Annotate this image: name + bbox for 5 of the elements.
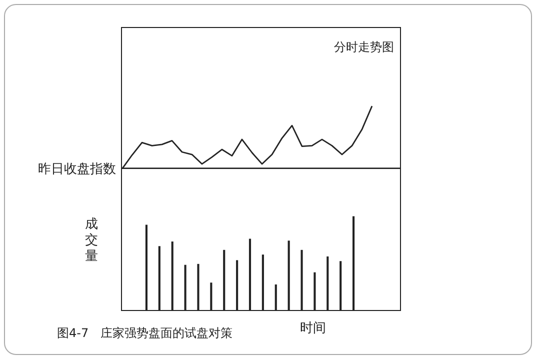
ref-line-label: 昨日收盘指数 — [38, 161, 116, 178]
y-axis-title: 成交量 — [85, 217, 99, 265]
chart-title: 分时走势图 — [334, 39, 394, 56]
caption: 图4-7 庄家强势盘面的试盘对策 — [57, 325, 233, 342]
x-axis-title: 时间 — [300, 320, 326, 337]
